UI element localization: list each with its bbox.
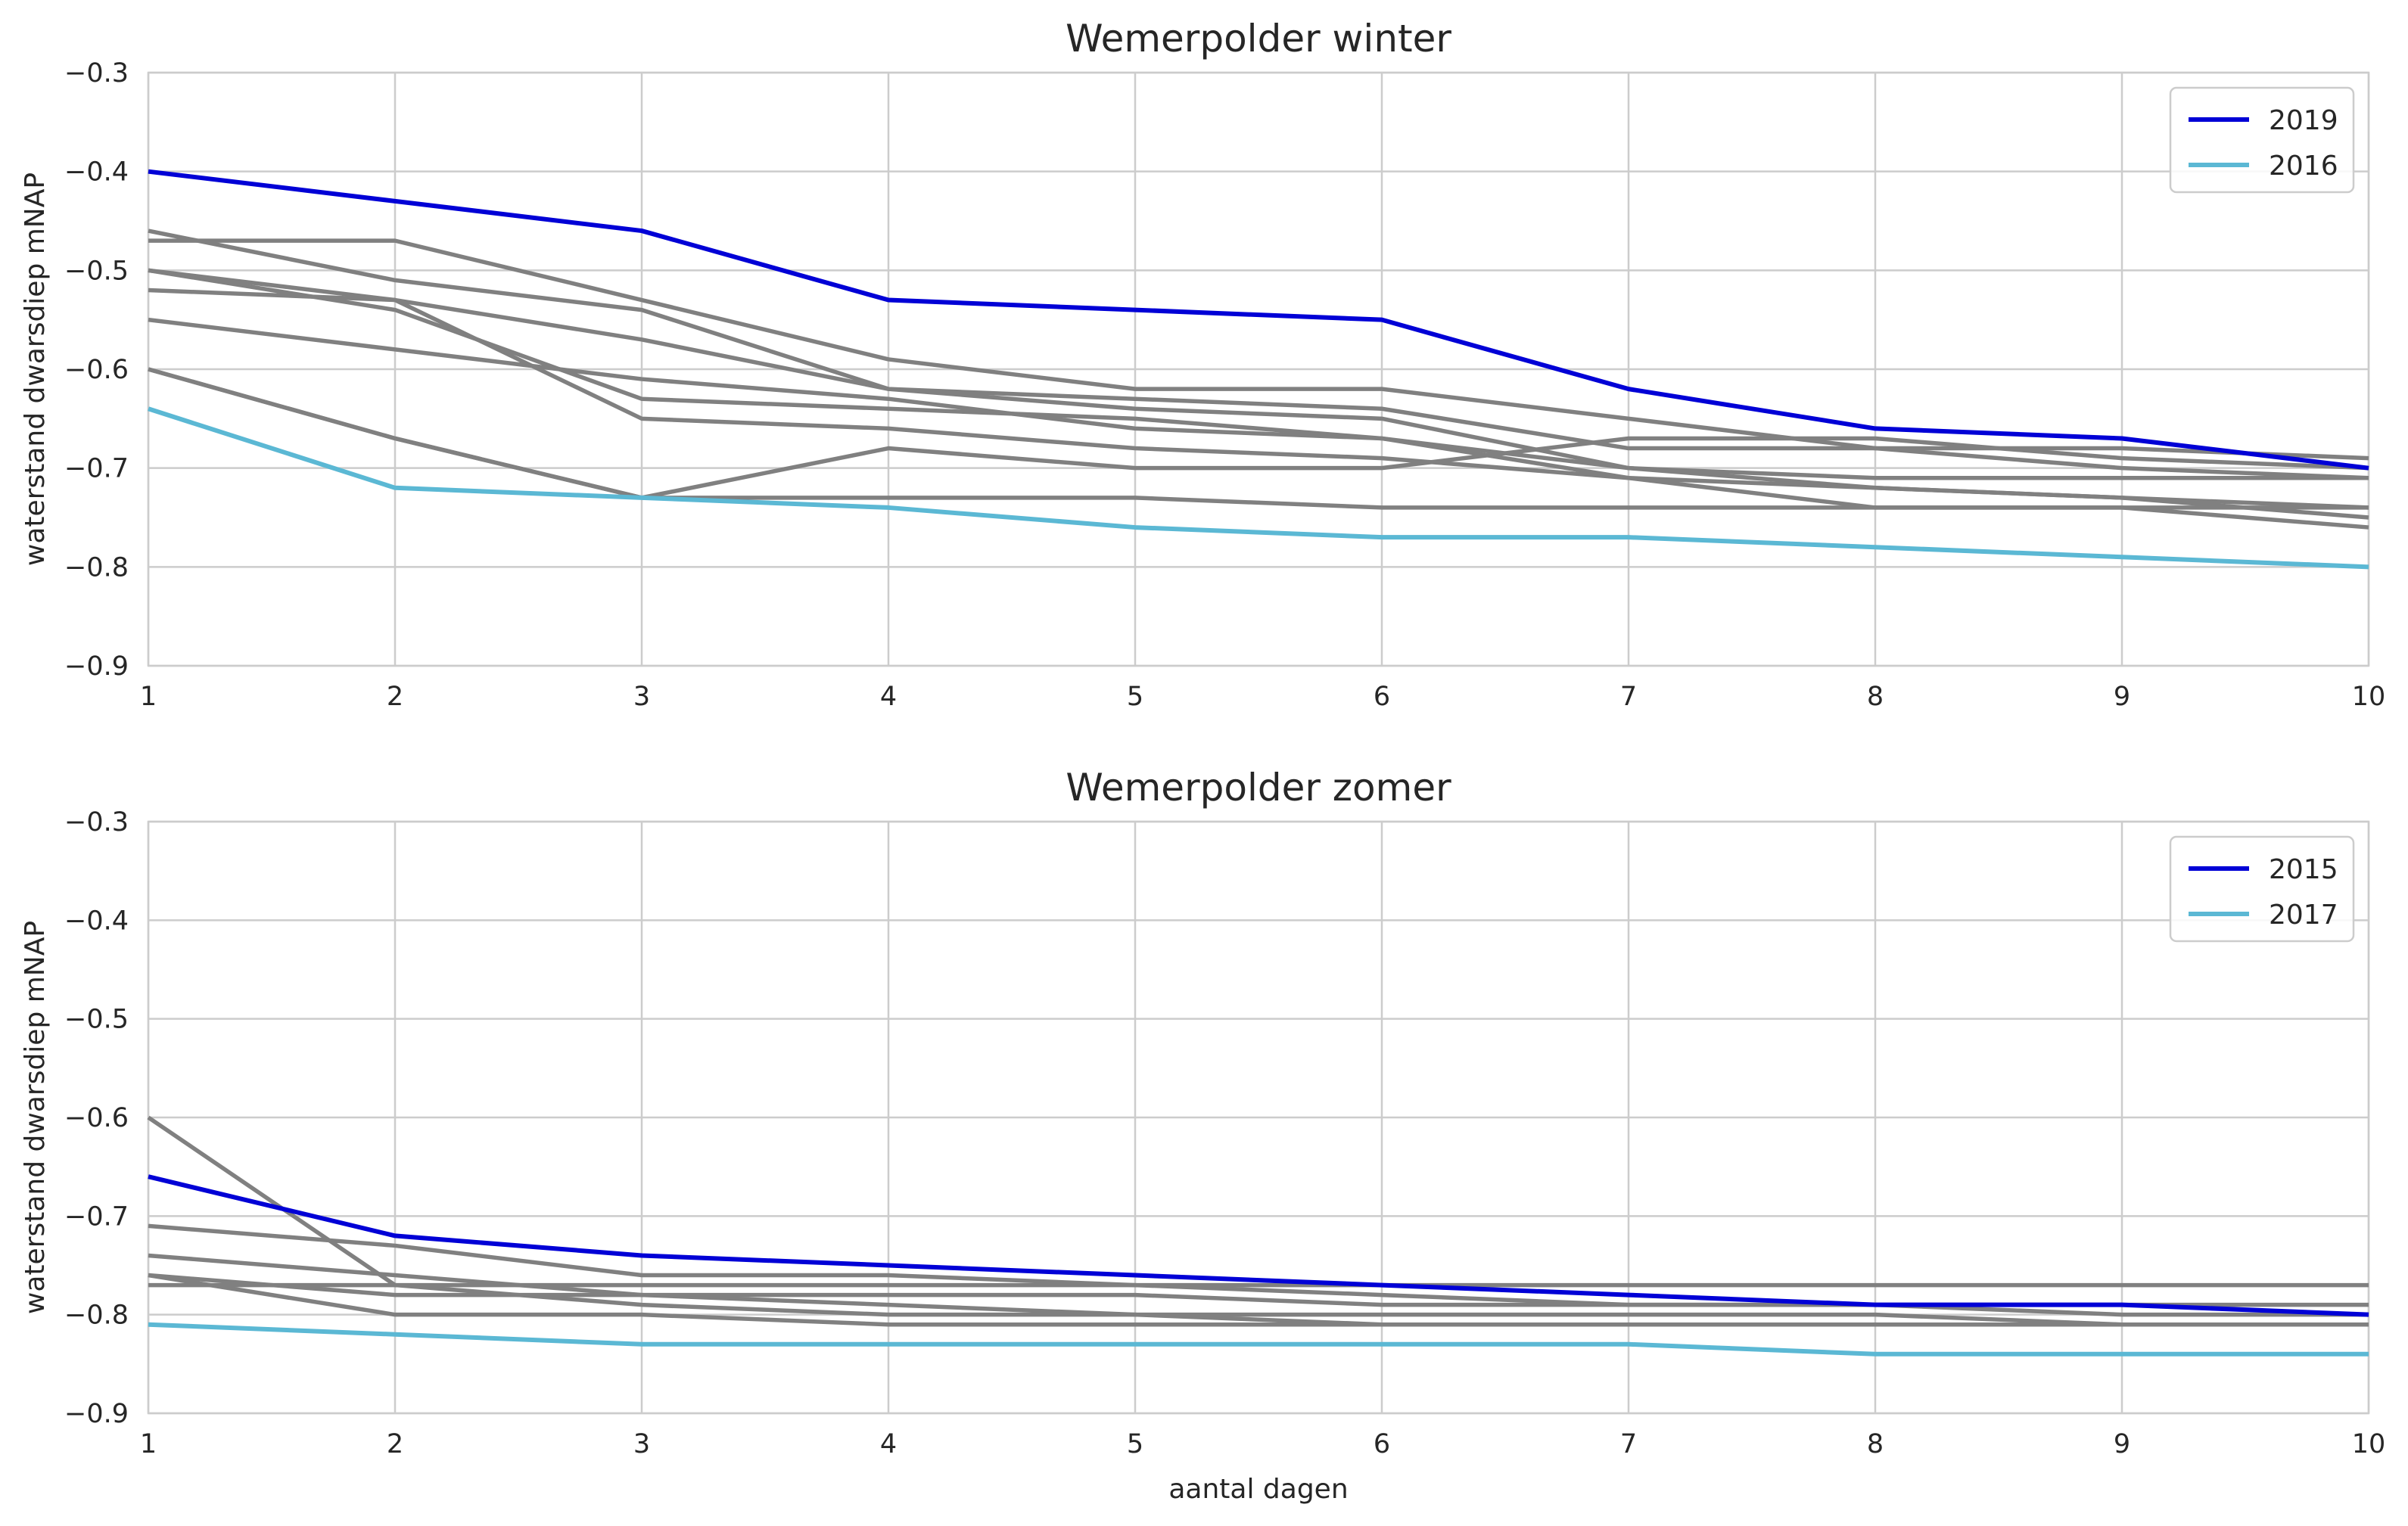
y-tick-label: −0.4 <box>64 157 129 188</box>
x-tick-label: 6 <box>1374 1429 1390 1459</box>
chart-title: Wemerpolder winter <box>1066 17 1451 61</box>
series-line-background <box>148 268 2369 480</box>
x-tick-label: 7 <box>1620 682 1637 712</box>
y-tick-label: −0.3 <box>64 58 129 89</box>
y-tick-label: −0.9 <box>64 1399 129 1429</box>
chart-panel-zomer: 1 2 3 4 5 6 7 8 9 10 −0.3 −0.4 −0.5 −0.6 −0.7 −0.8 −0.9 W… <box>20 766 2385 1505</box>
x-tick-label: 3 <box>633 682 650 712</box>
x-tick-label: 1 <box>140 682 157 712</box>
legend-label: 2015 <box>2269 854 2338 885</box>
x-tick-label: 1 <box>140 1429 157 1459</box>
x-tick-label: 10 <box>2352 682 2386 712</box>
legend-label: 2017 <box>2269 900 2338 931</box>
x-tick-label: 2 <box>387 1429 403 1459</box>
legend-label: 2016 <box>2269 151 2338 182</box>
x-tick-label: 9 <box>2114 1429 2130 1459</box>
x-tick-label: 9 <box>2114 682 2130 712</box>
y-tick-label: −0.6 <box>64 1103 129 1133</box>
series-line-2017 <box>148 1322 2369 1357</box>
y-tick-label: −0.8 <box>64 1301 129 1331</box>
x-tick-label: 8 <box>1867 1429 1884 1459</box>
series-line-background <box>148 238 2369 480</box>
legend-label: 2019 <box>2269 105 2338 136</box>
series-line-background <box>148 367 2369 530</box>
y-tick-label: −0.4 <box>64 906 129 936</box>
y-tick-label: −0.6 <box>64 355 129 385</box>
y-tick-label: −0.7 <box>64 454 129 484</box>
series-line-2015 <box>148 1174 2369 1317</box>
series-line-background <box>148 1253 2369 1317</box>
x-tick-label: 7 <box>1620 1429 1637 1459</box>
legend: 2015 2017 <box>2169 835 2355 943</box>
y-axis-label: waterstand dwarsdiep mNAP <box>20 172 51 566</box>
y-axis-label: waterstand dwarsdiep mNAP <box>20 921 51 1314</box>
y-tick-label: −0.9 <box>64 651 129 682</box>
x-tick-label: 10 <box>2352 1429 2386 1459</box>
x-tick-label: 5 <box>1127 1429 1143 1459</box>
background-series-group <box>148 228 2369 530</box>
x-tick-label: 2 <box>387 682 403 712</box>
series-line-background <box>148 228 2369 461</box>
legend: 2019 2016 <box>2169 86 2355 194</box>
series-line-2019 <box>148 169 2369 471</box>
y-tick-label: −0.5 <box>64 1005 129 1035</box>
chart-panel-winter: 1 2 3 4 5 6 7 8 9 10 −0.3 −0.4 −0.5 −0.6 −0.7 −0.8 −0.9 W… <box>20 17 2385 712</box>
y-tick-label: −0.5 <box>64 256 129 286</box>
series-line-background <box>148 287 2369 520</box>
x-tick-label: 5 <box>1127 682 1143 712</box>
x-tick-label: 3 <box>633 1429 650 1459</box>
grid <box>147 71 2370 667</box>
y-tick-label: −0.8 <box>64 552 129 583</box>
x-axis-label: aantal dagen <box>1168 1474 1348 1505</box>
x-tick-label: 4 <box>880 682 897 712</box>
y-tick-label: −0.7 <box>64 1201 129 1232</box>
x-tick-label: 4 <box>880 1429 897 1459</box>
series-line-background <box>148 1282 2369 1327</box>
x-tick-label: 8 <box>1867 682 1884 712</box>
series-line-2016 <box>148 406 2369 570</box>
chart-title: Wemerpolder zomer <box>1066 766 1451 810</box>
y-tick-label: −0.3 <box>64 807 129 838</box>
series-line-background <box>147 1115 2369 1288</box>
x-tick-label: 6 <box>1374 682 1390 712</box>
background-series-group <box>147 1115 2369 1327</box>
